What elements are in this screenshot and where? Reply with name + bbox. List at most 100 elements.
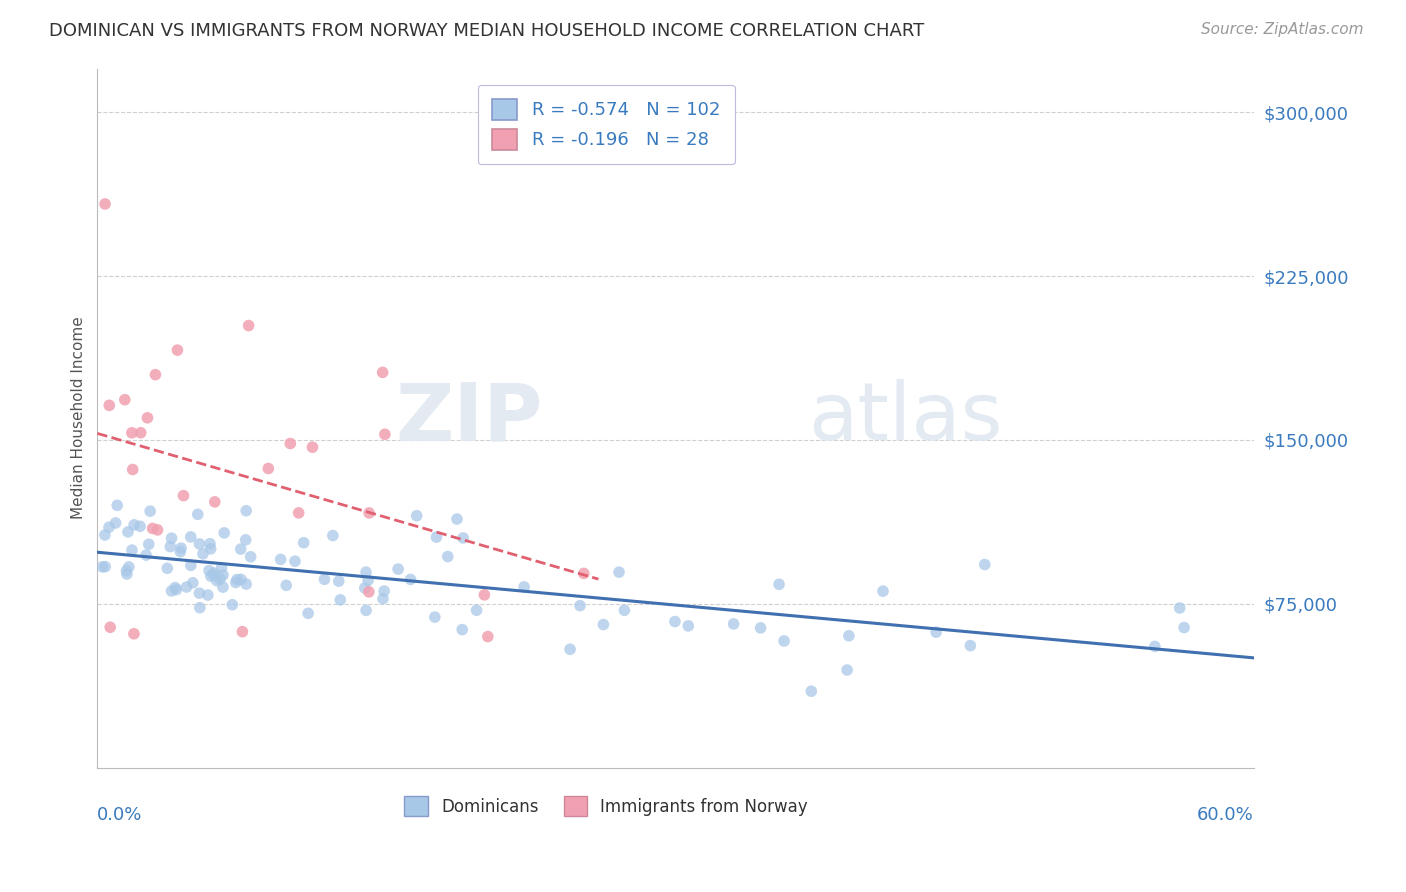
Point bbox=[122, 627, 145, 641]
Point bbox=[1143, 640, 1166, 654]
Point bbox=[354, 603, 377, 617]
Point bbox=[592, 617, 614, 632]
Point bbox=[115, 567, 138, 582]
Point bbox=[477, 630, 499, 644]
Point bbox=[187, 508, 209, 522]
Point bbox=[170, 541, 193, 556]
Point bbox=[229, 573, 252, 587]
Point bbox=[200, 569, 222, 583]
Point bbox=[139, 504, 162, 518]
Point bbox=[270, 552, 292, 566]
Point bbox=[276, 578, 298, 592]
Point bbox=[292, 535, 315, 549]
Point bbox=[114, 392, 136, 407]
Point bbox=[212, 525, 235, 540]
Point bbox=[1168, 601, 1191, 615]
Point bbox=[105, 499, 128, 513]
Text: Source: ZipAtlas.com: Source: ZipAtlas.com bbox=[1201, 22, 1364, 37]
Point bbox=[165, 582, 187, 597]
Point bbox=[197, 588, 219, 602]
Point bbox=[357, 584, 380, 599]
Point bbox=[165, 581, 187, 595]
Point bbox=[212, 568, 235, 582]
Point bbox=[180, 530, 202, 544]
Point bbox=[98, 620, 121, 634]
Point bbox=[465, 603, 488, 617]
Point bbox=[138, 537, 160, 551]
Point bbox=[387, 562, 409, 576]
Point bbox=[181, 575, 204, 590]
Text: ZIP: ZIP bbox=[395, 379, 543, 457]
Point bbox=[200, 541, 222, 556]
Point bbox=[973, 558, 995, 572]
Point bbox=[513, 580, 536, 594]
Point bbox=[136, 410, 159, 425]
Point bbox=[238, 318, 260, 333]
Point bbox=[231, 624, 253, 639]
Text: 0.0%: 0.0% bbox=[97, 806, 143, 824]
Point bbox=[607, 565, 630, 579]
Point bbox=[723, 616, 745, 631]
Point bbox=[374, 427, 396, 442]
Point bbox=[104, 516, 127, 530]
Text: atlas: atlas bbox=[808, 379, 1002, 457]
Point bbox=[572, 566, 595, 581]
Point bbox=[872, 584, 894, 599]
Point bbox=[301, 440, 323, 454]
Point bbox=[405, 508, 427, 523]
Point bbox=[278, 436, 301, 450]
Point bbox=[474, 588, 496, 602]
Point bbox=[202, 567, 225, 582]
Point bbox=[166, 343, 188, 358]
Point bbox=[235, 577, 257, 591]
Point bbox=[239, 549, 262, 564]
Point bbox=[129, 425, 152, 440]
Point bbox=[425, 530, 447, 544]
Point bbox=[800, 684, 823, 698]
Point bbox=[156, 561, 179, 575]
Point bbox=[373, 584, 395, 599]
Point bbox=[121, 543, 143, 558]
Point bbox=[146, 523, 169, 537]
Point bbox=[436, 549, 458, 564]
Point bbox=[121, 425, 143, 440]
Point bbox=[959, 639, 981, 653]
Point bbox=[749, 621, 772, 635]
Point bbox=[211, 561, 233, 575]
Point bbox=[180, 558, 202, 573]
Point bbox=[229, 542, 252, 557]
Point bbox=[94, 197, 117, 211]
Point bbox=[297, 607, 319, 621]
Point bbox=[98, 520, 121, 534]
Point bbox=[117, 524, 139, 539]
Point bbox=[122, 517, 145, 532]
Point bbox=[169, 545, 191, 559]
Point bbox=[257, 461, 280, 475]
Point bbox=[235, 504, 257, 518]
Point bbox=[768, 577, 790, 591]
Point bbox=[314, 572, 336, 586]
Point bbox=[451, 623, 474, 637]
Point bbox=[188, 600, 211, 615]
Point bbox=[322, 528, 344, 542]
Point bbox=[118, 560, 141, 574]
Point bbox=[329, 593, 352, 607]
Point bbox=[558, 642, 581, 657]
Point bbox=[287, 506, 309, 520]
Point bbox=[423, 610, 446, 624]
Y-axis label: Median Household Income: Median Household Income bbox=[72, 317, 86, 519]
Point bbox=[569, 599, 592, 613]
Point bbox=[198, 564, 221, 578]
Point bbox=[451, 531, 474, 545]
Point bbox=[198, 537, 221, 551]
Point bbox=[925, 625, 948, 640]
Point bbox=[664, 615, 686, 629]
Point bbox=[91, 559, 114, 574]
Point bbox=[837, 663, 859, 677]
Point bbox=[399, 573, 422, 587]
Point bbox=[221, 598, 243, 612]
Point bbox=[357, 574, 380, 588]
Text: 60.0%: 60.0% bbox=[1197, 806, 1254, 824]
Point bbox=[328, 574, 350, 588]
Point bbox=[129, 519, 152, 533]
